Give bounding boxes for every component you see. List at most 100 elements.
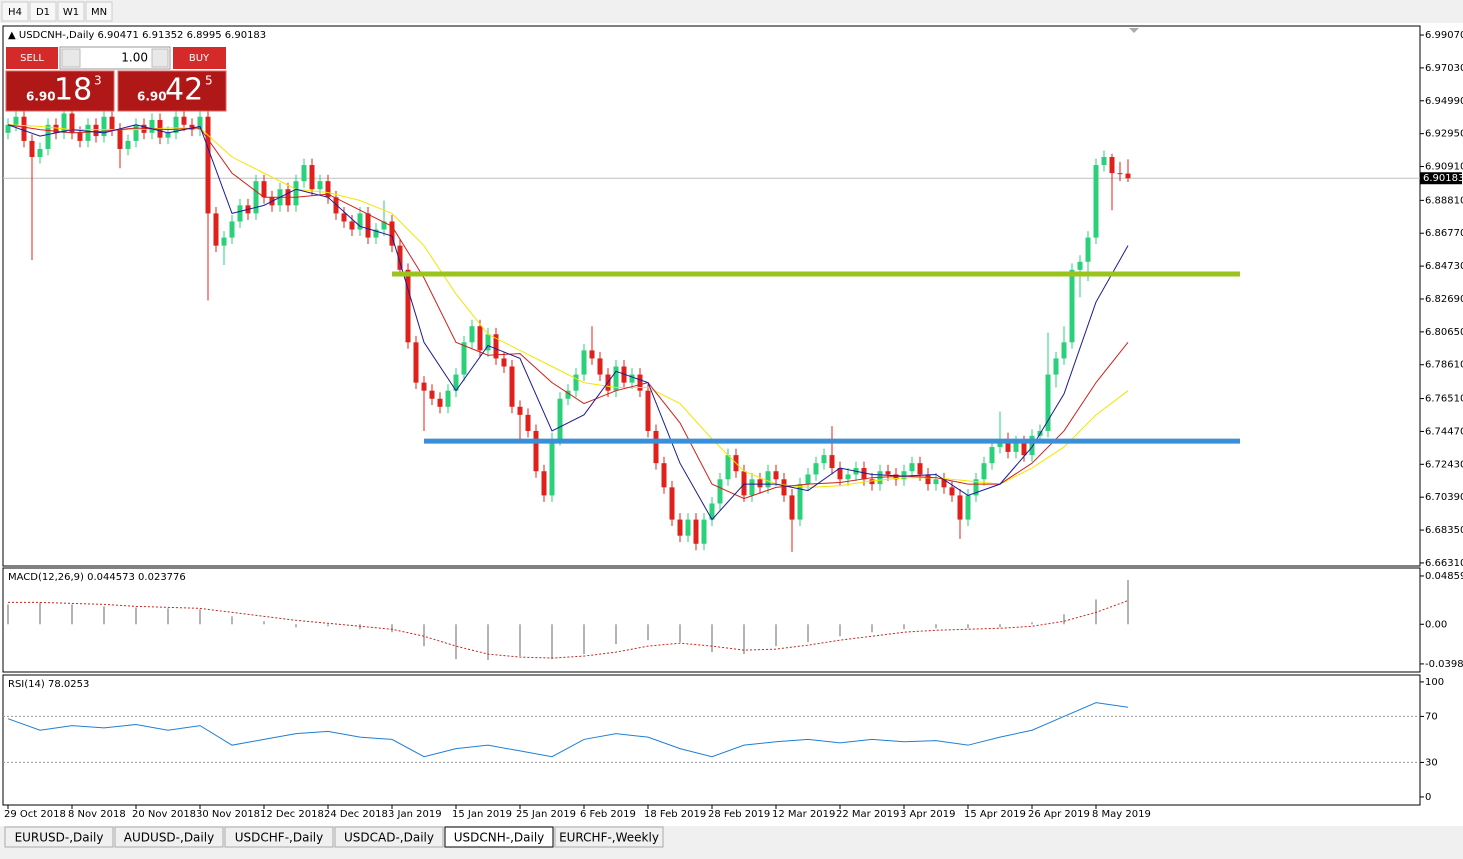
macd-signal: 0.023776	[138, 572, 186, 583]
buy-sup: 5	[205, 74, 213, 88]
timeframe-tab[interactable]	[57, 1, 85, 22]
candle-body	[117, 129, 123, 149]
macd-bar	[679, 624, 681, 643]
y-tick-label: 6.94990	[1425, 96, 1463, 107]
candle-body	[261, 181, 267, 198]
macd-panel	[2, 567, 1421, 673]
candle-body	[573, 374, 579, 391]
candle-body	[829, 455, 835, 469]
buy-price-box[interactable]	[117, 70, 227, 112]
symbol-tab[interactable]	[554, 826, 664, 848]
macd-bar	[583, 624, 585, 655]
macd-bar	[999, 624, 1001, 628]
candle-body	[805, 474, 811, 485]
timeframe-label[interactable]: D1	[36, 7, 50, 18]
candle-body	[597, 358, 603, 375]
macd-label: MACD(12,26,9) 0.044573 0.023776	[8, 572, 186, 583]
y-tick-label: 6.84730	[1425, 261, 1463, 272]
candle-body	[1117, 173, 1123, 175]
x-tick-label: 15 Jan 2019	[452, 809, 512, 820]
macd-bar	[935, 624, 937, 629]
candle-body	[37, 148, 43, 158]
price-tag-label: 6.90183	[1423, 173, 1463, 184]
sell-big: 6.90	[26, 90, 56, 104]
timeframe-label[interactable]: MN	[91, 7, 107, 18]
timeframe-bar: H4 D1 W1 MN	[1, 1, 113, 22]
candle-body	[1125, 173, 1131, 179]
candle-body	[349, 221, 355, 230]
candle-body	[1069, 269, 1075, 343]
candle-body	[685, 519, 691, 536]
volume-value[interactable]: 1.00	[121, 51, 148, 65]
symbol-tab-label[interactable]: EURUSD-,Daily	[15, 831, 104, 845]
symbol-tab[interactable]	[114, 826, 224, 848]
candle-body	[501, 358, 507, 367]
macd-bar	[263, 621, 265, 625]
macd-bar	[775, 624, 777, 647]
x-tick-label: 3 Apr 2019	[900, 809, 955, 820]
x-tick-label: 26 Apr 2019	[1028, 809, 1090, 820]
buy-button[interactable]	[173, 47, 226, 69]
timeframe-tab[interactable]	[85, 1, 113, 22]
candle-body	[173, 116, 179, 133]
candle-body	[213, 213, 219, 246]
trade-panel: SELL 1.00 BUY 6.90 18 3 6.90 42 5	[5, 46, 227, 112]
symbol-tab[interactable]	[224, 826, 334, 848]
candle-body	[237, 205, 243, 222]
symbol-tab-label[interactable]: AUDUSD-,Daily	[124, 831, 214, 845]
y-tick-label: 6.70390	[1425, 492, 1463, 503]
candle-body	[461, 342, 467, 375]
candle-body	[357, 213, 363, 230]
candle-body	[917, 463, 923, 475]
y-tick-label: 6.97030	[1425, 63, 1463, 74]
candle-body	[13, 116, 19, 125]
candle-body	[749, 479, 755, 496]
y-tick-label: 6.92950	[1425, 129, 1463, 140]
symbol-tab[interactable]	[4, 826, 114, 848]
x-tick-label: 6 Feb 2019	[580, 809, 636, 820]
y-tick-label: 6.90910	[1425, 162, 1463, 173]
timeframe-tab[interactable]	[1, 1, 29, 22]
y-tick-label: 0.00	[1425, 619, 1447, 630]
volume-down[interactable]	[61, 48, 81, 68]
candle-body	[61, 113, 67, 133]
candle-body	[645, 390, 651, 431]
timeframe-label[interactable]: W1	[63, 7, 79, 18]
symbol-tab[interactable]	[334, 826, 444, 848]
candle-body	[637, 374, 643, 391]
sell-label[interactable]: SELL	[20, 53, 44, 64]
candle-body	[165, 132, 171, 138]
candle-body	[533, 430, 539, 472]
x-tick-label: 3 Jan 2019	[388, 809, 442, 820]
y-tick-label: 0	[1425, 792, 1431, 803]
symbol-tab-label[interactable]: EURCHF-,Weekly	[559, 831, 659, 845]
candle-body	[293, 181, 299, 206]
timeframe-tab[interactable]	[29, 1, 57, 22]
macd-bar	[391, 624, 393, 633]
candle-body	[709, 503, 715, 520]
rsi-name: RSI(14)	[8, 679, 45, 690]
candle-body	[365, 213, 371, 238]
sell-price-box[interactable]	[5, 70, 115, 112]
candle-body	[85, 124, 91, 141]
macd-signal-line	[8, 600, 1129, 659]
candle-body	[1029, 435, 1035, 456]
macd-bar	[967, 624, 969, 629]
candle-body	[509, 366, 515, 407]
volume-up[interactable]	[151, 48, 169, 68]
symbol-tab-label[interactable]: USDCHF-,Daily	[235, 831, 323, 845]
x-tick-label: 8 Nov 2018	[68, 809, 126, 820]
candle-body	[381, 221, 387, 230]
symbol-tab-label[interactable]: USDCAD-,Daily	[344, 831, 434, 845]
buy-label[interactable]: BUY	[189, 53, 210, 64]
symbol-tab[interactable]	[444, 826, 554, 848]
candle-body	[413, 342, 419, 383]
timeframe-label[interactable]: H4	[8, 7, 22, 18]
x-tick-label: 18 Feb 2019	[644, 809, 706, 820]
macd-bar	[711, 624, 713, 653]
symbol-tab-label[interactable]: USDCNH-,Daily	[454, 831, 545, 845]
rsi-line	[7, 702, 1129, 758]
moving-average	[7, 124, 1129, 521]
sell-button[interactable]	[6, 47, 58, 69]
volume-input[interactable]	[59, 46, 171, 70]
